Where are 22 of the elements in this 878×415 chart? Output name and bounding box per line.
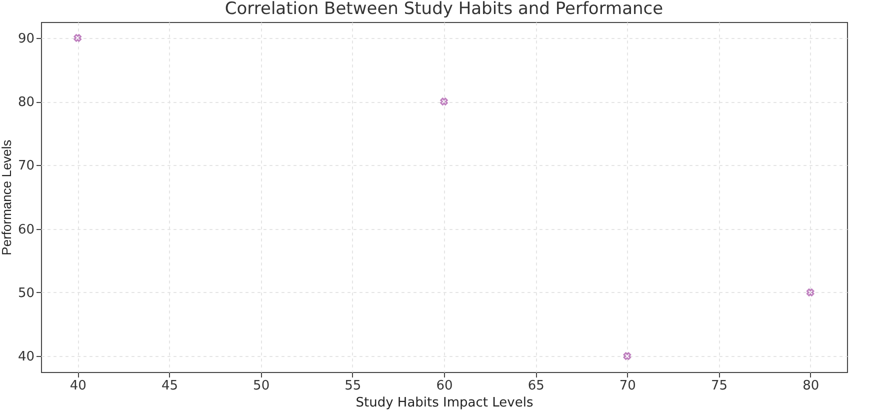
y-tick-label: 50 [18,286,34,301]
point [806,288,814,296]
y-tick-label: 60 [18,222,34,238]
x-tick-label: 40 [70,378,86,394]
x-tick-label: 80 [802,378,820,394]
y-tick-label: 40 [18,350,34,365]
x-tick-label: 50 [253,378,270,394]
chart-title: Correlation Between Study Habits and Performance [224,0,664,19]
y-axis-title: Performance Levels [0,139,14,256]
x-tick-label: 65 [528,378,544,394]
y-tick-label: 80 [18,95,34,110]
point [74,34,82,42]
y-tick-label: 90 [18,31,34,46]
x-tick-label: 75 [711,378,728,394]
x-tick-label: 60 [436,378,453,394]
x-axis-title: Study Habits Impact Levels [356,396,534,410]
y-tick-label: 70 [18,158,34,174]
x-tick-label: 70 [619,378,636,394]
x-tick-label: 55 [344,378,362,394]
point [440,98,448,106]
point [623,352,632,360]
x-tick-label: 45 [161,378,178,394]
